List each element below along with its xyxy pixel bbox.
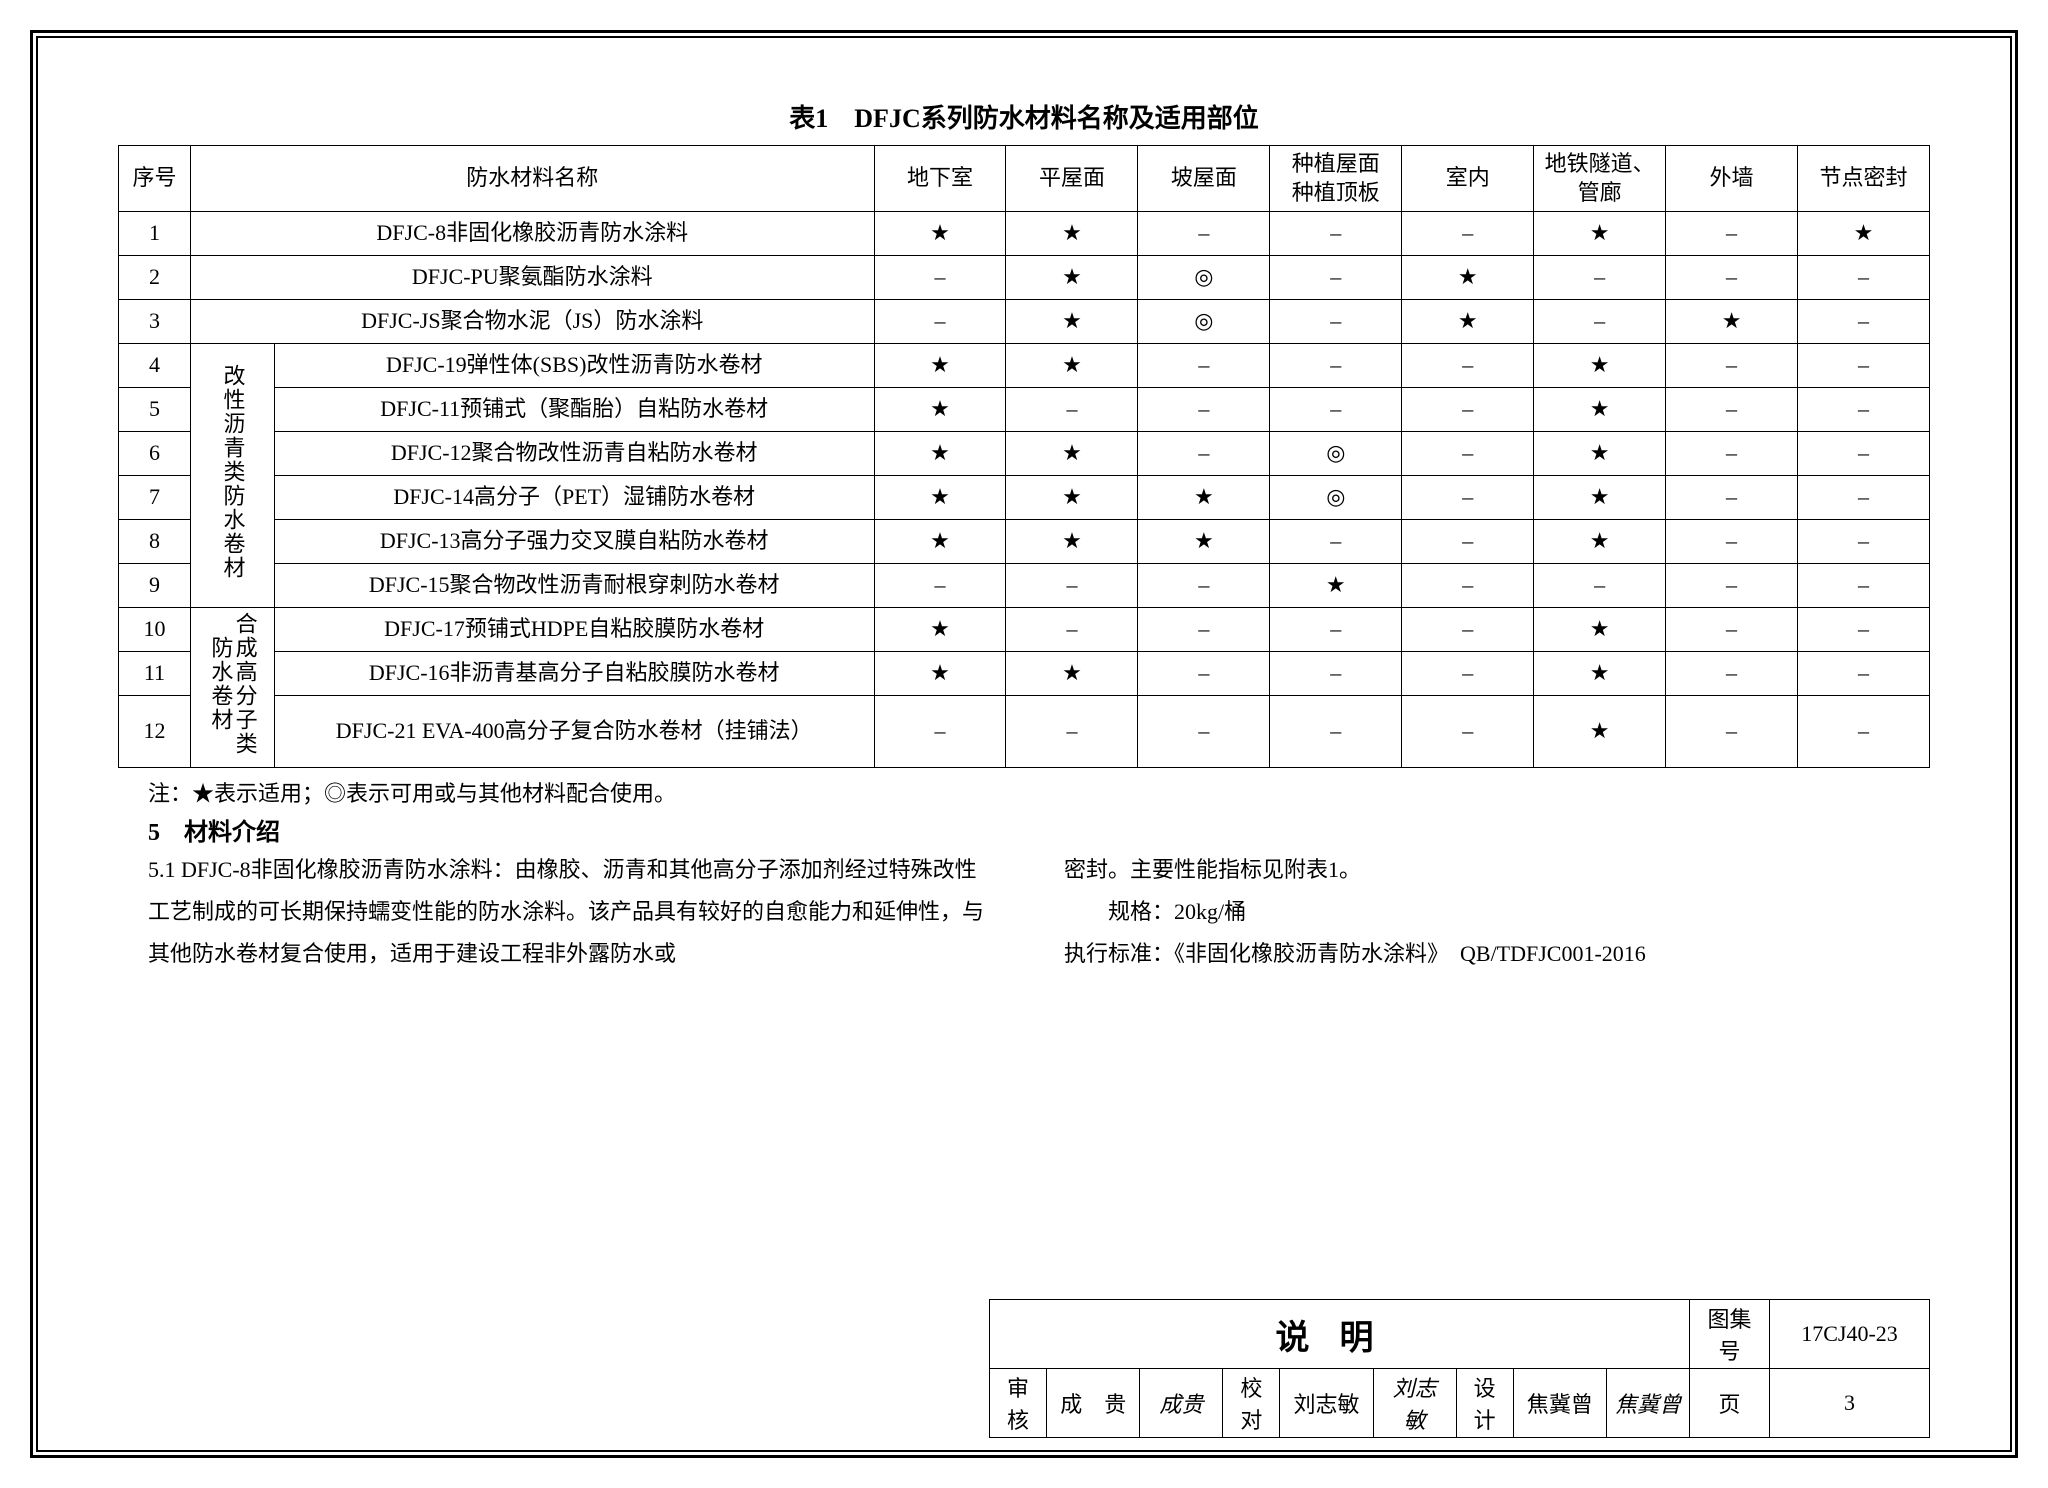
check-name: 刘志敏 (1280, 1369, 1373, 1438)
table-row: 1 DFJC-8非固化橡胶沥青防水涂料 ★ ★ – – – ★ – ★ (119, 212, 1930, 256)
page-frame: 表1 DFJC系列防水材料名称及适用部位 序号 防水材料名称 地下室 平屋面 坡… (30, 30, 2018, 1458)
table-row: 2 DFJC-PU聚氨酯防水涂料 – ★ ◎ – ★ – – – (119, 256, 1930, 300)
category-cell-2: 合成高分子类防水卷材 (190, 608, 274, 768)
page-label: 页 (1690, 1369, 1770, 1438)
table-row: 6 DFJC-12聚合物改性沥青自粘防水卷材 ★ ★ – ◎ – ★ – – (119, 432, 1930, 476)
table-row: 3 DFJC-JS聚合物水泥（JS）防水涂料 – ★ ◎ – ★ – ★ – (119, 300, 1930, 344)
title-block: 说明 图集号 17CJ40-23 审核 成 贵 成贵 校对 刘志敏 刘志敏 设计… (989, 1299, 1930, 1438)
table-row: 7 DFJC-14高分子（PET）湿铺防水卷材 ★ ★ ★ ◎ – ★ – – (119, 476, 1930, 520)
inner-frame: 表1 DFJC系列防水材料名称及适用部位 序号 防水材料名称 地下室 平屋面 坡… (36, 36, 2012, 1452)
paragraph-left: 5.1 DFJC-8非固化橡胶沥青防水涂料：由橡胶、沥青和其他高分子添加剂经过特… (148, 849, 984, 974)
th-flat-roof: 平屋面 (1006, 146, 1138, 212)
check-label: 校对 (1223, 1369, 1280, 1438)
th-wall: 外墙 (1666, 146, 1798, 212)
table-row: 10 合成高分子类防水卷材 DFJC-17预铺式HDPE自粘胶膜防水卷材 ★ –… (119, 608, 1930, 652)
titleblock-title: 说明 (990, 1300, 1690, 1369)
atlas-no: 17CJ40-23 (1770, 1300, 1930, 1369)
category-cell-1: 改性沥青类防水卷材 (190, 344, 274, 608)
review-label: 审核 (990, 1369, 1047, 1438)
th-num: 序号 (119, 146, 191, 212)
review-name: 成 贵 (1047, 1369, 1140, 1438)
design-name: 焦冀曾 (1513, 1369, 1606, 1438)
table-note: 注：★表示适用；◎表示可用或与其他材料配合使用。 (148, 776, 1930, 808)
materials-table: 序号 防水材料名称 地下室 平屋面 坡屋面 种植屋面 种植顶板 室内 地铁隧道、… (118, 145, 1930, 768)
table-row: 11 DFJC-16非沥青基高分子自粘胶膜防水卷材 ★ ★ – – – ★ – … (119, 652, 1930, 696)
table-row: 12 DFJC-21 EVA-400高分子复合防水卷材（挂铺法） – – – –… (119, 696, 1930, 768)
th-seal: 节点密封 (1798, 146, 1930, 212)
table-title: 表1 DFJC系列防水材料名称及适用部位 (118, 98, 1930, 135)
paragraph-right: 密封。主要性能指标见附表1。 规格：20kg/桶 执行标准：《非固化橡胶沥青防水… (1064, 849, 1900, 974)
review-signature: 成贵 (1140, 1369, 1223, 1438)
table-row: 5 DFJC-11预铺式（聚酯胎）自粘防水卷材 ★ – – – – ★ – – (119, 388, 1930, 432)
atlas-label: 图集号 (1690, 1300, 1770, 1369)
table-header-row: 序号 防水材料名称 地下室 平屋面 坡屋面 种植屋面 种植顶板 室内 地铁隧道、… (119, 146, 1930, 212)
check-signature: 刘志敏 (1373, 1369, 1456, 1438)
th-name: 防水材料名称 (190, 146, 874, 212)
two-column-text: 5.1 DFJC-8非固化橡胶沥青防水涂料：由橡胶、沥青和其他高分子添加剂经过特… (118, 849, 1930, 974)
th-subway: 地铁隧道、 管廊 (1534, 146, 1666, 212)
table-body: 1 DFJC-8非固化橡胶沥青防水涂料 ★ ★ – – – ★ – ★ 2 DF… (119, 212, 1930, 768)
th-indoor: 室内 (1402, 146, 1534, 212)
th-planting: 种植屋面 种植顶板 (1270, 146, 1402, 212)
section-5-heading: 5 材料介绍 (148, 812, 1930, 847)
table-row: 4 改性沥青类防水卷材 DFJC-19弹性体(SBS)改性沥青防水卷材 ★ ★ … (119, 344, 1930, 388)
design-label: 设计 (1456, 1369, 1513, 1438)
table-row: 8 DFJC-13高分子强力交叉膜自粘防水卷材 ★ ★ ★ – – ★ – – (119, 520, 1930, 564)
design-signature: 焦冀曾 (1606, 1369, 1689, 1438)
table-row: 9 DFJC-15聚合物改性沥青耐根穿刺防水卷材 – – – ★ – – – – (119, 564, 1930, 608)
page-no: 3 (1770, 1369, 1930, 1438)
th-slope-roof: 坡屋面 (1138, 146, 1270, 212)
th-basement: 地下室 (874, 146, 1006, 212)
